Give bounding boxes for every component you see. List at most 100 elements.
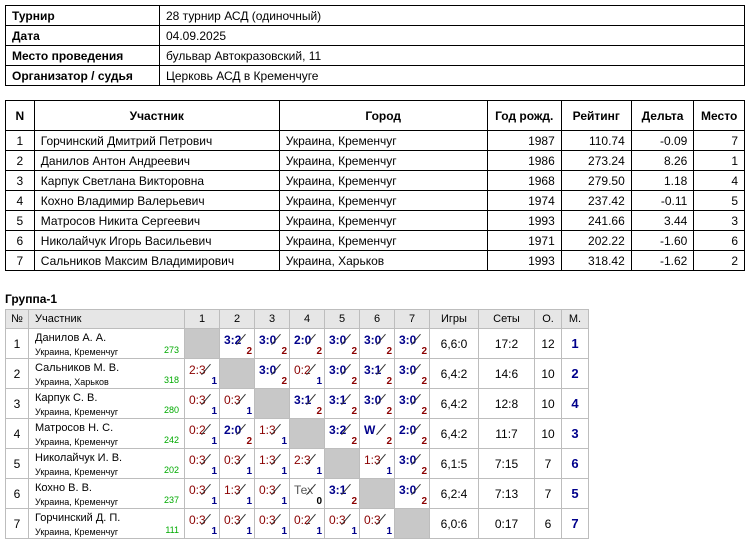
match-result: 3:1 2 [324, 478, 360, 509]
match-result: 0:3 1 [219, 508, 255, 539]
info-value: бульвар Автокразовский, 11 [159, 45, 745, 66]
match-result: 0:3 1 [324, 508, 360, 539]
group-row-number: 5 [5, 448, 29, 479]
place-value: 6 [561, 448, 589, 479]
sets-total: 0:17 [478, 508, 535, 539]
match-points: 1 [246, 526, 252, 537]
match-result-box: Тех 0 [290, 479, 324, 508]
match-result: 3:1 2 [289, 388, 325, 419]
sets-total: 12:8 [478, 388, 535, 419]
points-total: 12 [534, 328, 562, 359]
participant-cell: 5 [693, 190, 745, 211]
diagonal-cell [184, 328, 220, 359]
group-row-number: 1 [5, 328, 29, 359]
participants-header: Дельта [630, 100, 695, 131]
group-header: 3 [254, 309, 290, 329]
match-result-box: 3:0 2 [395, 389, 429, 418]
participant-cell: Украина, Кременчуг [278, 170, 488, 191]
match-points: 1 [246, 406, 252, 417]
participant-cell: -0.09 [630, 130, 695, 151]
diagonal-cell [254, 388, 290, 419]
match-points: 2 [351, 406, 357, 417]
match-points: 2 [421, 496, 427, 507]
match-points: 2 [351, 346, 357, 357]
player-name: Матросов Н. С. [35, 422, 114, 434]
match-points: 1 [351, 526, 357, 537]
match-points: 2 [386, 346, 392, 357]
match-result-box: 3:0 2 [395, 359, 429, 388]
match-result: 0:3 1 [184, 448, 220, 479]
group-header: 7 [394, 309, 430, 329]
match-result: 1:3 1 [254, 448, 290, 479]
match-result: 3:0 2 [394, 328, 430, 359]
match-score: Тех [294, 483, 314, 497]
match-points: 2 [421, 466, 427, 477]
participant-cell: -1.60 [630, 230, 695, 251]
match-result-box: 0:3 1 [255, 479, 289, 508]
match-result: 3:0 2 [394, 388, 430, 419]
match-result-box: 0:2 1 [185, 419, 219, 448]
group-header: 5 [324, 309, 360, 329]
match-result-box: 0:3 1 [325, 509, 359, 538]
group-header: Игры [429, 309, 479, 329]
participant-cell: Украина, Кременчуг [278, 230, 488, 251]
group-player: Данилов А. А. Украина, Кременчуг 273 [28, 328, 185, 359]
diagonal-cell [219, 358, 255, 389]
participant-cell: 1986 [486, 150, 562, 171]
group-row: 3 Карпук С. В. Украина, Кременчуг 280 0:3 1 0:… [5, 388, 589, 419]
match-points: 0 [316, 496, 322, 507]
match-points: 1 [211, 496, 217, 507]
participant-cell: 1968 [486, 170, 562, 191]
match-result: 3:0 2 [254, 358, 290, 389]
group-player: Горчинский Д. П. Украина, Кременчуг 111 [28, 508, 185, 539]
group-row: 4 Матросов Н. С. Украина, Кременчуг 242 0:2 1… [5, 418, 589, 449]
participant-cell: 2 [693, 250, 745, 271]
place-value: 7 [561, 508, 589, 539]
match-result-box: 3:1 2 [325, 389, 359, 418]
match-points: 1 [246, 466, 252, 477]
player-rating: 202 [163, 465, 179, 475]
group-player: Кохно В. В. Украина, Кременчуг 237 [28, 478, 185, 509]
match-result: 0:2 1 [289, 358, 325, 389]
participant-row: 2 Данилов Антон Андреевич Украина, Кременч… [5, 150, 745, 171]
tournament-info-table: Турнир 28 турнир АСД (одиночный) Дата 04.09… [5, 5, 745, 86]
participant-cell: 3.44 [630, 210, 695, 231]
match-result: 3:0 2 [324, 358, 360, 389]
match-result-box: 2:3 1 [185, 359, 219, 388]
participant-row: 6 Николайчук Игорь Васильевич Украина, Кре… [5, 230, 745, 251]
match-result: Тех 0 [289, 478, 325, 509]
match-result: 1:3 1 [359, 448, 395, 479]
match-result-box: 0:3 1 [185, 479, 219, 508]
match-points: 2 [281, 376, 287, 387]
group-row: 2 Сальников М. В. Украина, Харьков 318 2:3 1 3… [5, 358, 589, 389]
participant-cell: Украина, Кременчуг [278, 210, 488, 231]
place-value: 1 [561, 328, 589, 359]
participant-cell: 1993 [486, 250, 562, 271]
info-value: 04.09.2025 [159, 25, 745, 46]
match-points: 1 [211, 436, 217, 447]
participant-cell: 8.26 [630, 150, 695, 171]
info-value: 28 турнир АСД (одиночный) [159, 5, 745, 26]
participants-table: N Участник Город Год рожд. Рейтинг Дельта Мест… [5, 100, 745, 271]
match-points: 1 [246, 496, 252, 507]
match-result: 0:2 1 [184, 418, 220, 449]
match-result: 0:2 1 [289, 508, 325, 539]
match-points: 2 [316, 346, 322, 357]
participant-cell: 318.42 [560, 250, 632, 271]
group-header: Участник [28, 309, 185, 329]
match-result-box: 3:1 2 [325, 479, 359, 508]
participant-cell: Украина, Кременчуг [278, 130, 488, 151]
participant-row: 5 Матросов Никита Сергеевич Украина, Креме… [5, 210, 745, 231]
points-total: 7 [534, 448, 562, 479]
participants-header: Участник [33, 100, 280, 131]
group-title: Группа-1 [5, 292, 58, 306]
match-result-box: 3:0 2 [360, 329, 394, 358]
participant-cell: Сальников Максим Владимирович [33, 250, 280, 271]
player-city: Украина, Кременчуг [35, 407, 119, 417]
match-result-box: 0:3 1 [220, 449, 254, 478]
match-result-box: 2:0 2 [395, 419, 429, 448]
games-total: 6,4:2 [429, 388, 479, 419]
match-points: 2 [246, 436, 252, 447]
participants-header: N [5, 100, 35, 131]
match-points: 1 [281, 466, 287, 477]
